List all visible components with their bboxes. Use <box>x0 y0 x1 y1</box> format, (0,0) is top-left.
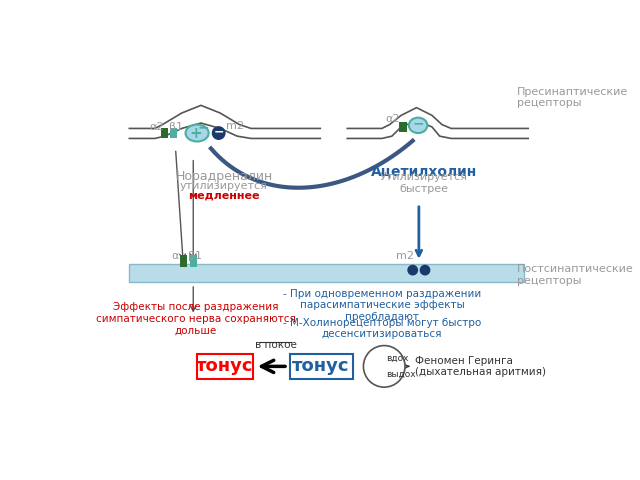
Text: - При одновременном раздражении
парасимпатические эффекты
преобладают: - При одновременном раздражении парасимп… <box>283 288 481 322</box>
Text: Феномен Геринга
(дыхательная аритмия): Феномен Геринга (дыхательная аритмия) <box>415 356 546 377</box>
Text: m2: m2 <box>396 251 414 261</box>
Text: −: − <box>213 126 224 139</box>
Text: α2: α2 <box>150 122 164 132</box>
Bar <box>399 121 406 132</box>
Text: вдох: вдох <box>387 354 409 363</box>
Text: Норадреналин: Норадреналин <box>175 170 273 183</box>
Bar <box>161 128 168 138</box>
Text: −: − <box>412 116 424 130</box>
Text: медленнее: медленнее <box>188 191 260 201</box>
Text: +: + <box>189 126 202 141</box>
Text: α2: α2 <box>385 114 400 124</box>
Polygon shape <box>129 264 524 282</box>
Text: в покое: в покое <box>255 340 296 350</box>
Text: Ацетилхолин: Ацетилхолин <box>371 165 477 179</box>
FancyBboxPatch shape <box>289 354 353 379</box>
Circle shape <box>364 346 405 387</box>
Circle shape <box>420 265 431 276</box>
Bar <box>190 255 197 267</box>
Circle shape <box>212 126 225 140</box>
Bar <box>180 255 187 267</box>
Text: m2: m2 <box>227 121 244 131</box>
Text: β1: β1 <box>188 251 202 261</box>
Circle shape <box>407 265 418 276</box>
Text: утилизируется: утилизируется <box>180 181 268 191</box>
Text: β1: β1 <box>168 122 182 132</box>
Text: - М-Холинорецепторы могут быстро
десенситизироваться: - М-Холинорецепторы могут быстро десенси… <box>283 318 481 339</box>
Text: тонус: тонус <box>292 358 350 375</box>
Text: Постсинаптические
рецепторы: Постсинаптические рецепторы <box>516 264 634 286</box>
Text: Пресинаптические
рецепторы: Пресинаптические рецепторы <box>516 87 628 108</box>
Text: Эффекты после раздражения
симпатического нерва сохраняются
дольше: Эффекты после раздражения симпатического… <box>95 302 296 336</box>
Ellipse shape <box>409 118 428 133</box>
Text: тонус: тонус <box>196 358 253 375</box>
Ellipse shape <box>186 125 209 142</box>
Bar <box>170 128 177 138</box>
FancyBboxPatch shape <box>197 354 253 379</box>
Text: −: − <box>198 120 209 134</box>
Text: α: α <box>172 251 179 261</box>
Text: Утилизируется
быстрее: Утилизируется быстрее <box>380 172 468 194</box>
Text: выдох: выдох <box>387 370 416 379</box>
